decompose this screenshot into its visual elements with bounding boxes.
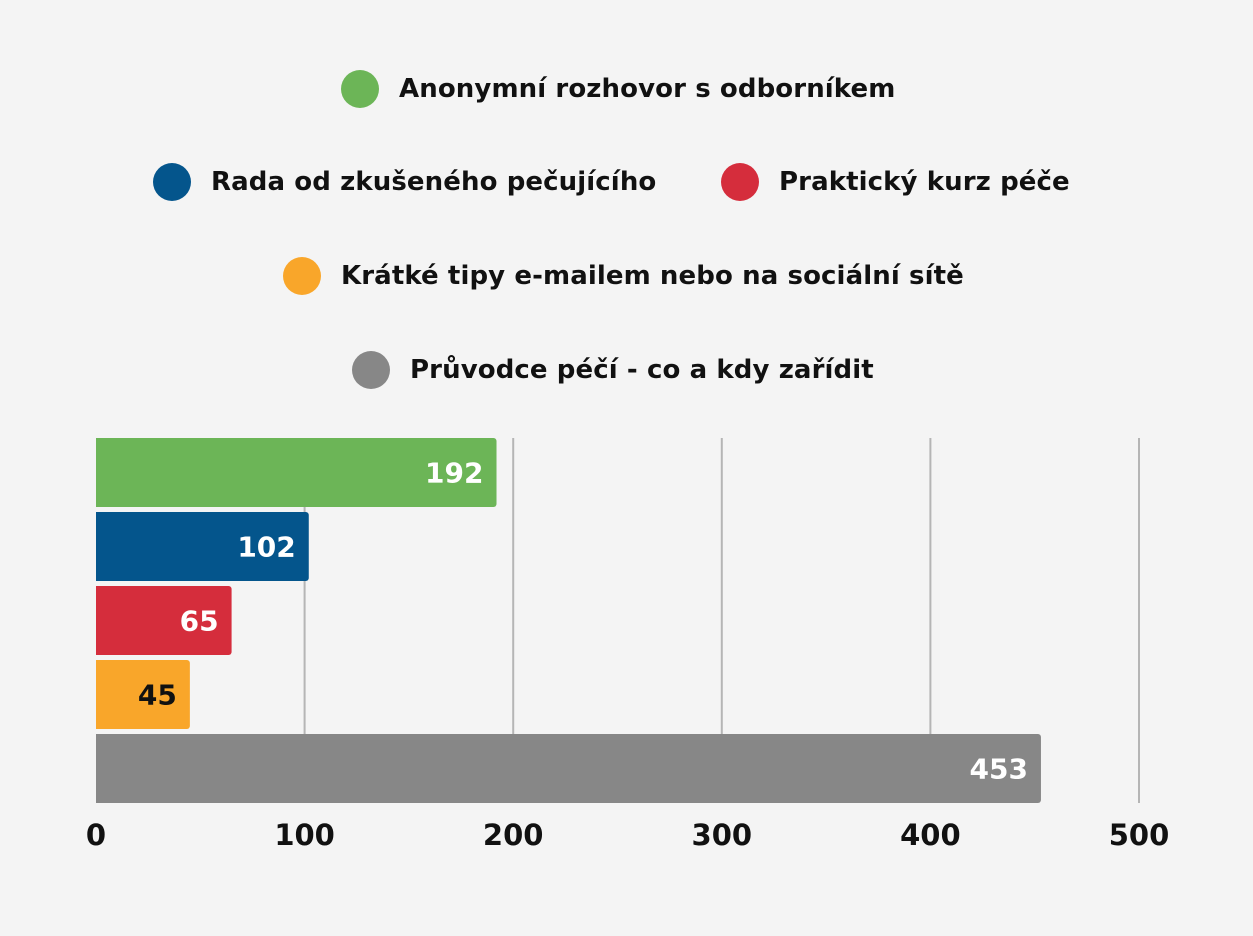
legend-swatch-orange — [283, 257, 321, 295]
bar — [96, 438, 497, 507]
x-tick-label: 400 — [900, 818, 961, 852]
bar — [96, 660, 190, 729]
legend-swatch-green — [341, 70, 379, 108]
bar — [96, 512, 309, 581]
x-tick-label: 300 — [692, 818, 753, 852]
bar-edge — [96, 438, 102, 507]
bar-edge — [96, 512, 102, 581]
bar-edge — [96, 586, 102, 655]
legend-label: Průvodce péčí - co a kdy zařídit — [410, 355, 874, 385]
bar-value-label: 192 — [425, 457, 483, 490]
bar — [96, 586, 232, 655]
x-tick-label: 0 — [86, 818, 106, 852]
legend-label: Praktický kurz péče — [779, 167, 1070, 197]
x-axis-ticks: 0 100 200 300 400 500 — [86, 818, 1169, 852]
x-tick-label: 200 — [483, 818, 544, 852]
legend-item-caregiver-advice: Rada od zkušeného pečujícího — [153, 162, 656, 202]
legend-label: Anonymní rozhovor s odborníkem — [399, 74, 896, 104]
bar-group: 453 — [96, 734, 1041, 803]
bar-group: 102 — [96, 512, 309, 581]
legend-item-anonymous-talk: Anonymní rozhovor s odborníkem — [341, 69, 895, 109]
bars: 192 102 65 45 453 — [96, 438, 1041, 803]
bar-value-label: 102 — [237, 531, 295, 564]
bar-group: 65 — [96, 586, 232, 655]
legend-item-care-guide: Průvodce péčí - co a kdy zařídit — [352, 350, 874, 390]
bar — [96, 734, 1041, 803]
bar-edge — [96, 734, 102, 803]
legend-label: Krátké tipy e-mailem nebo na sociální sí… — [341, 261, 964, 291]
legend-item-practical-course: Praktický kurz péče — [721, 162, 1070, 202]
bar-edge — [96, 660, 102, 729]
legend-swatch-red — [721, 163, 759, 201]
legend-label: Rada od zkušeného pečujícího — [211, 167, 657, 197]
legend-swatch-gray — [352, 351, 390, 389]
x-tick-label: 100 — [274, 818, 335, 852]
legend-item-short-tips: Krátké tipy e-mailem nebo na sociální sí… — [283, 256, 964, 296]
bar-group: 45 — [96, 660, 190, 729]
x-tick-label: 500 — [1109, 818, 1170, 852]
legend-swatch-blue — [153, 163, 191, 201]
bar-value-label: 453 — [970, 753, 1028, 786]
bar-group: 192 — [96, 438, 497, 507]
bar-value-label: 45 — [138, 679, 177, 712]
bar-value-label: 65 — [180, 605, 219, 638]
